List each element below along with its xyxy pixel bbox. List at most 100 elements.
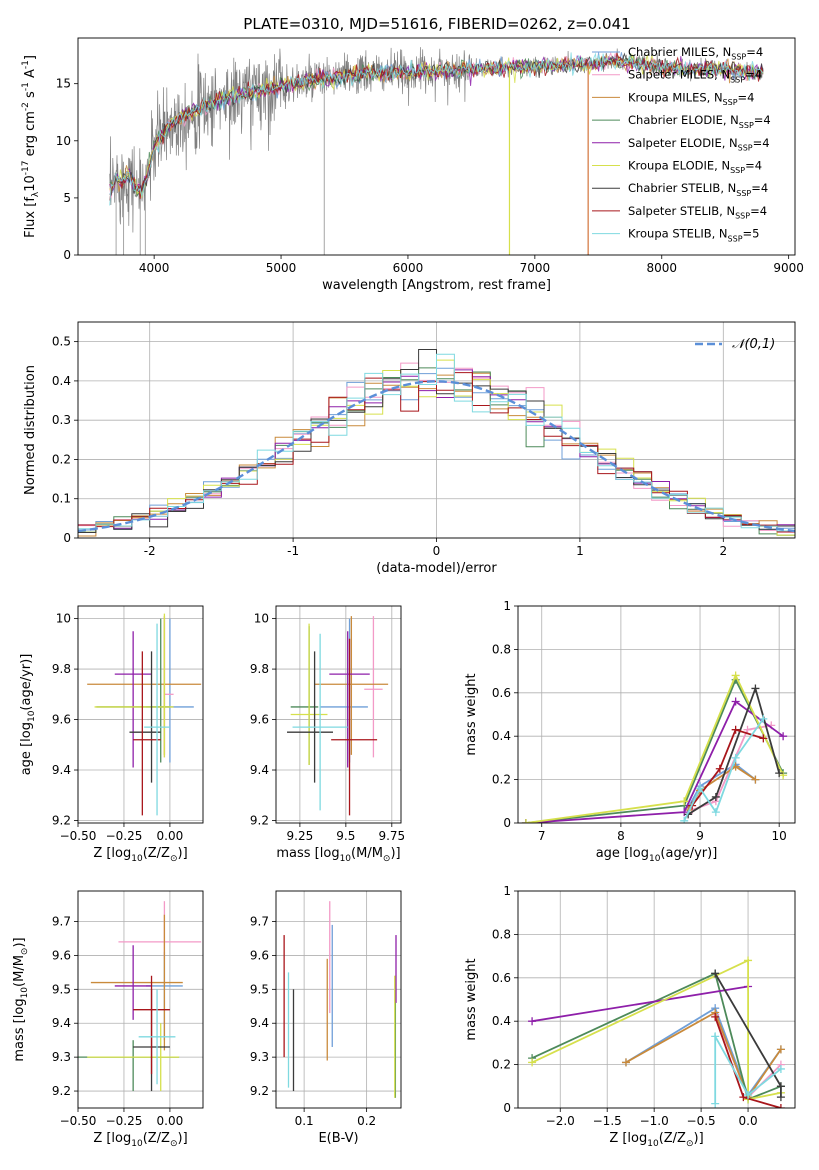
age-vs-metallicity-frame [77,605,204,824]
age-vs-mass-axes: 9.25 9.5 9.75 9.2 9.4 9.6 9.8 10 mass [log10​(M/… [250,606,405,864]
mass-weight-marker [776,1045,785,1054]
x-tick-label: −1.0 [640,1114,669,1128]
mass-weight-series [531,972,782,1101]
mass-weight-marker [680,797,689,806]
model-fit-line [109,52,764,196]
mass-weight-marker [744,956,753,965]
legend-entry: 𝒩(0,1) [732,337,775,352]
mass-weight-marker [521,819,530,823]
legend-entry: Chabrier MILES, NSSP​=4 [628,45,763,62]
y-tick-label: 0.8 [492,642,511,656]
mass-weight-marker [680,816,689,823]
model-fit-line [109,52,764,201]
x-tick-label: −0.5 [687,1114,716,1128]
y-tick-label: 0.6 [492,971,511,985]
mass-weight-vs-metallicity-plot-area [528,956,785,1108]
y-tick-label: 9.6 [52,948,71,962]
mass-weight-series [691,728,764,807]
x-tick-label: 0.1 [295,1114,314,1128]
x-tick-label: 9 [696,829,704,843]
mass-weight-series [625,1011,782,1100]
y-tick-label: 0 [63,531,71,545]
residual-histogram-frame [77,321,796,539]
mass-weight-marker [776,1093,785,1102]
y-tick-label: 9.2 [52,813,71,827]
mass-weight-marker [751,775,760,784]
x-tick-label: 5000 [266,261,297,275]
y-axis-label: mass weight [464,958,479,1040]
y-tick-label: 0.4 [52,374,71,388]
x-axis-label: Z [log10​(Z/Z⊙​)] [609,1131,703,1149]
y-tick-label: 9.4 [250,1016,269,1030]
figure-title: PLATE=0310, MJD=51616, FIBERID=0262, z=0… [243,15,630,33]
y-tick-label: 9.8 [52,662,71,676]
mass-vs-ebv-plot-area [283,901,397,1098]
legend-entry: Kroupa MILES, NSSP​=4 [628,90,754,107]
x-tick-label: 9.25 [287,829,314,843]
x-tick-label: 4000 [139,261,170,275]
age-vs-mass-plot-area [287,616,389,816]
mass-weight-marker [696,784,705,793]
y-tick-label: 9.2 [52,1084,71,1098]
y-tick-label: 9.6 [250,948,269,962]
y-tick-label: 9.2 [250,1084,269,1098]
y-tick-label: 9.6 [52,713,71,727]
y-tick-label: 9.6 [250,713,269,727]
y-axis-label: Normed distribution [23,365,38,495]
y-tick-label: 9.5 [250,982,269,996]
mass-weight-series [687,685,781,816]
y-tick-label: 9.3 [250,1050,269,1064]
mass-weight-marker [528,1017,537,1026]
x-tick-label: 0.2 [357,1114,376,1128]
x-tick-label: −0.50 [60,829,97,843]
mass-weight-marker [711,1012,720,1021]
y-tick-label: 0.4 [492,729,511,743]
mass-weight-marker [759,734,768,743]
mass-weight-marker [776,1082,785,1091]
mass-weight-marker [775,769,784,778]
y-tick-label: 9.2 [250,813,269,827]
y-tick-label: 9.8 [250,662,269,676]
mass-weight-marker [744,1090,753,1099]
age-vs-metallicity-axes: −0.50 −0.25 0.00 9.2 9.4 9.6 9.8 10 Z [log10​(Z/… [19,606,203,864]
mass-weight-series [714,1032,782,1104]
mass-vs-ebv-axes: 0.1 0.2 9.2 9.3 9.4 9.5 9.6 9.7 E(B-V) [250,891,401,1146]
mass-weight-series [687,763,756,809]
legend-entry: Chabrier STELIB, NSSP​=4 [628,181,768,198]
mass-weight-vs-age-axes: 7 8 9 10 0 0.2 0.4 0.6 0.8 1 age [log10​(age/yr)] m… [464,599,795,864]
y-tick-label: 10 [56,612,71,626]
legend-entry: Salpeter STELIB, NSSP​=4 [628,204,767,221]
mass-weight-marker [621,1058,630,1067]
mass-weight-marker [776,1064,785,1073]
y-tick-label: 0.2 [492,773,511,787]
x-tick-label: −0.25 [106,829,143,843]
y-tick-label: 0.4 [492,1014,511,1028]
y-tick-label: 10 [56,134,71,148]
mass-vs-ebv-frame [275,890,402,1109]
mass-weight-marker [731,697,740,706]
mass-weight-marker [711,1099,720,1108]
x-tick-label: 9.5 [336,829,355,843]
mass-weight-marker [711,969,720,978]
y-tick-label: 9.4 [52,763,71,777]
mass-vs-metallicity-axes: −0.50 −0.25 0.00 9.2 9.3 9.4 9.5 9.6 9.7 Z [log10… [12,891,203,1149]
x-tick-label: 8000 [646,261,677,275]
spectrum-legend: Chabrier MILES, NSSP​=4 Salpeter MILES, N… [592,45,771,243]
y-tick-label: 0.8 [492,927,511,941]
mass-weight-marker [779,732,788,741]
y-tick-label: 0.6 [492,686,511,700]
mass-weight-series [531,985,749,1023]
mass-weight-marker [715,764,724,773]
mass-weight-marker [731,671,740,680]
mass-weight-marker [711,808,720,817]
legend-entry: Kroupa STELIB, NSSP​=5 [628,227,759,244]
x-axis-label: age [log10​(age/yr)] [596,846,718,864]
y-tick-label: 0 [503,816,511,830]
y-tick-label: 9.7 [250,915,269,929]
y-tick-label: 0 [63,248,71,262]
mass-weight-series [525,677,784,823]
y-tick-label: 0.2 [52,452,71,466]
mass-vs-metallicity-plot-area [78,901,202,1092]
age-vs-metallicity-plot-area [87,613,202,816]
